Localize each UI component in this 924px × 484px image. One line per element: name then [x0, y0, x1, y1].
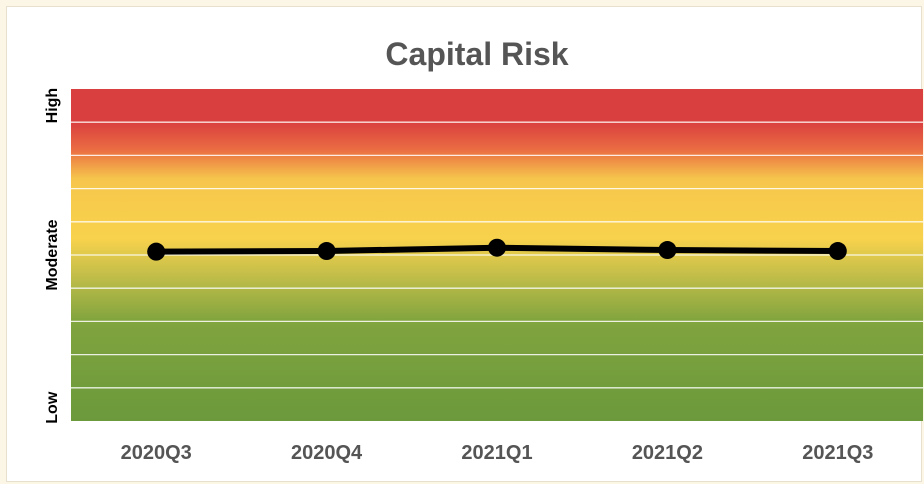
y-level-label: Low: [44, 391, 61, 424]
series-line-group: [147, 238, 847, 261]
data-point: [828, 242, 847, 261]
x-tick-label: 2020Q4: [291, 442, 363, 464]
data-point: [147, 242, 166, 261]
gridlines: [71, 121, 923, 389]
x-tick-label: 2021Q2: [632, 442, 703, 464]
x-tick-label: 2021Q1: [461, 442, 532, 464]
data-point: [658, 241, 677, 260]
y-level-labels: High Moderate Low: [44, 88, 61, 424]
chart-title: Capital Risk: [385, 36, 568, 72]
data-point: [488, 238, 506, 257]
x-tick-label: 2020Q3: [121, 442, 192, 464]
x-tick-labels: 2020Q3 2020Q4 2021Q1 2021Q2 2021Q3: [121, 442, 874, 464]
x-tick-label: 2021Q3: [802, 442, 873, 464]
chart-frame: Capital Risk High Moderate Low 2020Q3 2020Q…: [6, 6, 923, 482]
y-level-label: High: [44, 88, 61, 124]
data-point: [317, 242, 336, 261]
y-level-label: Moderate: [44, 219, 61, 290]
